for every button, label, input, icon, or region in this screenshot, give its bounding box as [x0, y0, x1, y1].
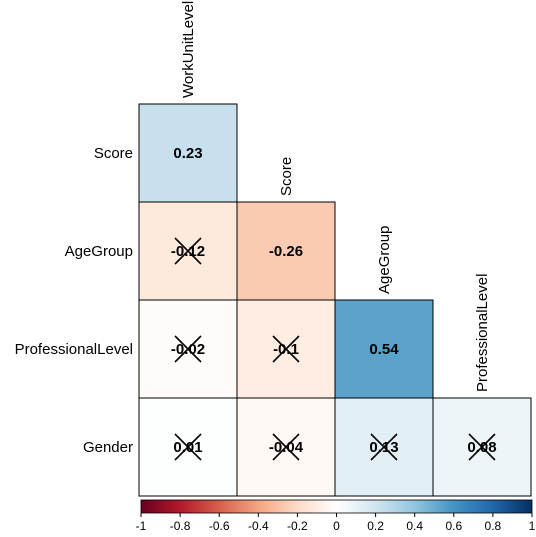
cell-value-gender-professionallevel: 0.08 — [467, 439, 496, 456]
cell-gender-score — [236, 397, 336, 497]
insignificant-cross-icon — [174, 433, 202, 461]
cells-layer — [138, 103, 532, 497]
cell-value-score-workunitlevel: 0.23 — [173, 145, 202, 162]
insignificant-cross-icon — [272, 433, 300, 461]
cell-value-professionallevel-score: -0.1 — [273, 341, 299, 358]
colorbar-tick-label: 0.8 — [485, 519, 502, 533]
cell-professionallevel-agegroup — [334, 299, 434, 399]
cell-value-professionallevel-workunitlevel: -0.02 — [171, 341, 205, 358]
colorbar-tick-label: 0.2 — [367, 519, 384, 533]
column-label-workunitlevel: WorkUnitLevel — [180, 1, 197, 98]
colorbar-tick-label: 1 — [529, 519, 536, 533]
insignificant-cross-icon — [174, 335, 202, 363]
cell-value-agegroup-workunitlevel: -0.12 — [171, 243, 205, 260]
cell-value-gender-workunitlevel: 0.01 — [173, 439, 202, 456]
values-layer: 0.23 -0.12 -0.26 -0.02 -0.1 0.54 0.01 -0.04 0.13… — [171, 145, 497, 456]
colorbar-gradient — [140, 499, 533, 514]
cell-score-workunitlevel — [138, 103, 238, 203]
colorbar: -1 -0.8 -0.6 -0.4 -0.2 0 0.2 0.4 0.6 0.8 1 — [136, 499, 536, 533]
row-labels: Score AgeGroup ProfessionalLevel Gender — [15, 145, 133, 456]
cell-value-agegroup-score: -0.26 — [269, 243, 303, 260]
crosses-layer — [174, 237, 496, 461]
insignificant-cross-icon — [174, 237, 202, 265]
cell-value-professionallevel-agegroup: 0.54 — [369, 341, 399, 358]
colorbar-tick-label: -0.6 — [209, 519, 230, 533]
colorbar-tick-label: -0.2 — [287, 519, 308, 533]
colorbar-tick-label: -0.4 — [248, 519, 269, 533]
colorbar-tick-label: 0.6 — [445, 519, 462, 533]
column-label-professionallevel: ProfessionalLevel — [474, 274, 491, 392]
colorbar-tick-label: -0.8 — [170, 519, 191, 533]
colorbar-tick-label: 0 — [333, 519, 340, 533]
row-label-professionallevel: ProfessionalLevel — [15, 341, 133, 358]
column-labels: WorkUnitLevel Score AgeGroup ProfessionalLe… — [180, 1, 491, 392]
insignificant-cross-icon — [468, 433, 496, 461]
insignificant-cross-icon — [370, 433, 398, 461]
cell-value-gender-score: -0.04 — [269, 439, 304, 456]
cell-value-gender-agegroup: 0.13 — [369, 439, 398, 456]
row-label-score: Score — [94, 145, 133, 162]
insignificant-cross-icon — [272, 335, 300, 363]
column-label-score: Score — [278, 157, 295, 196]
column-label-agegroup: AgeGroup — [376, 226, 393, 294]
row-label-gender: Gender — [83, 439, 133, 456]
cell-agegroup-score — [236, 201, 336, 301]
colorbar-tick-label: -1 — [136, 519, 147, 533]
row-label-agegroup: AgeGroup — [65, 243, 133, 260]
colorbar-tick-label: 0.4 — [406, 519, 423, 533]
